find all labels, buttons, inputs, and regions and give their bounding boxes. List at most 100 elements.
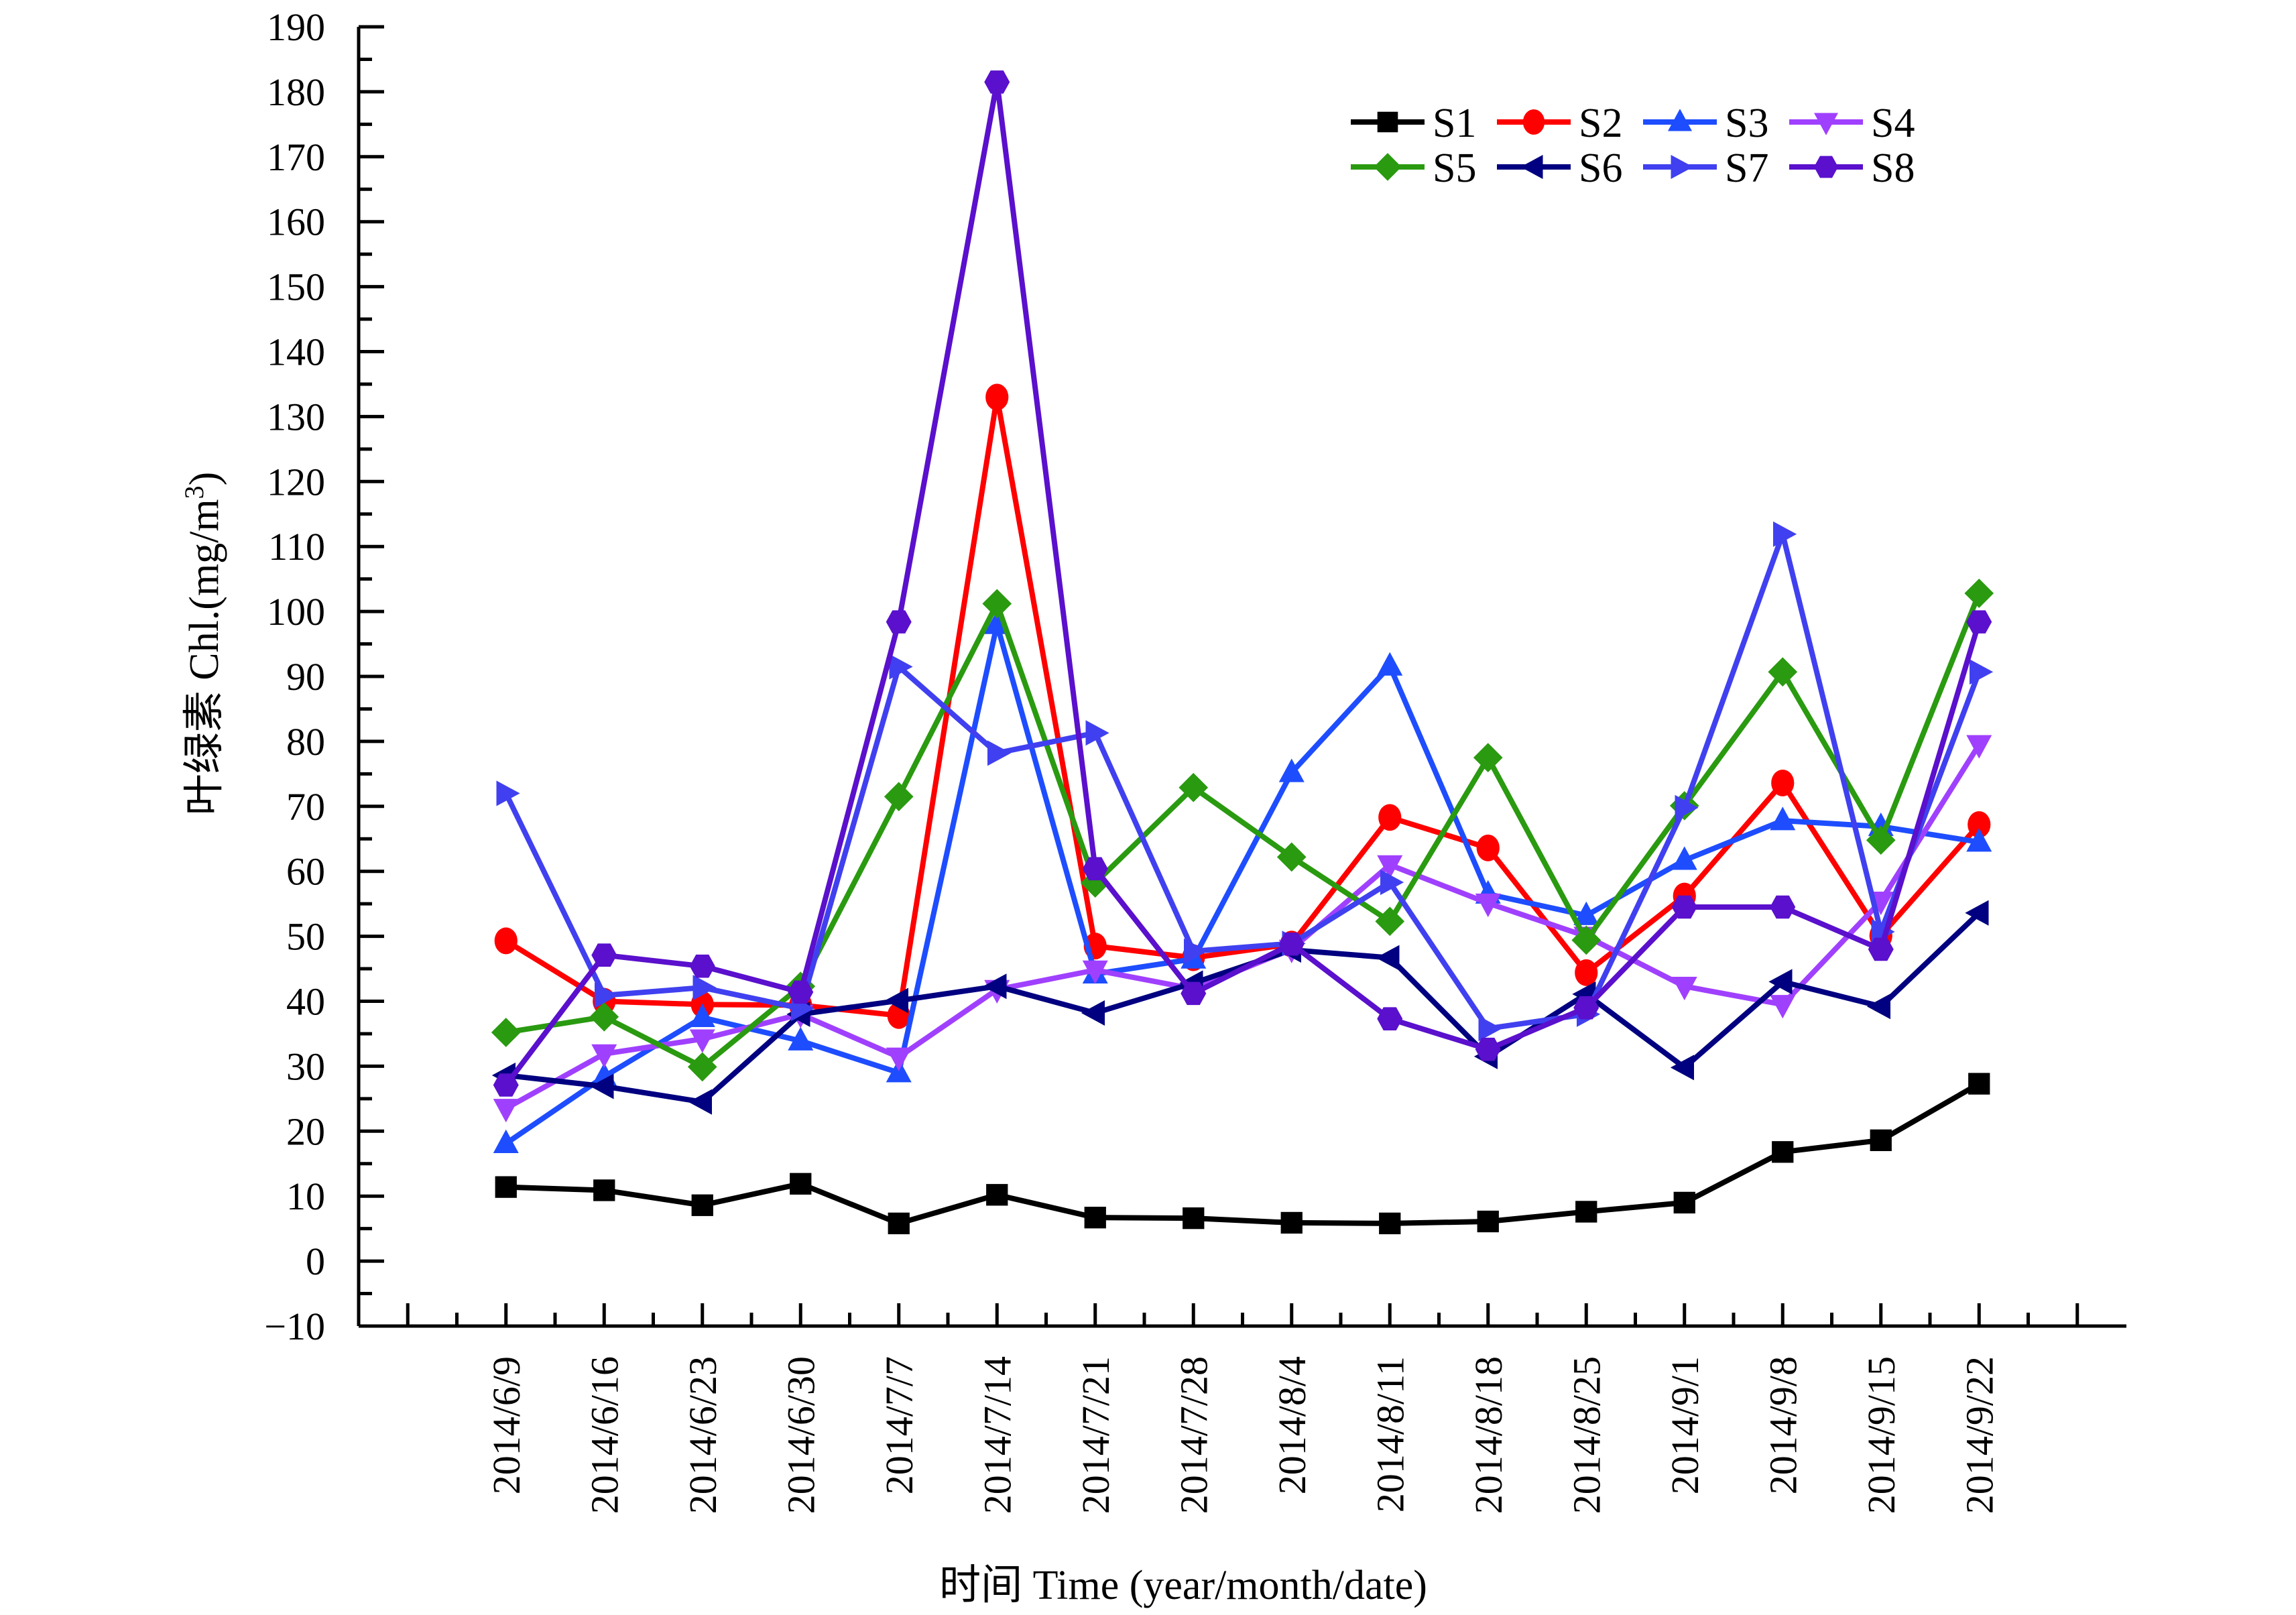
data-point-s5 [1964, 579, 1994, 608]
data-point-s3 [1966, 828, 1992, 852]
data-point-s1 [1673, 1191, 1695, 1214]
axes: −10 0 10 20 30 40 50 60 70 80 90 100 110 120 130 140 150… [264, 5, 2126, 1514]
data-point-s8 [493, 1073, 519, 1097]
data-point-s3 [1770, 806, 1796, 831]
data-point-s4 [493, 1099, 519, 1123]
legend-item-s8: S8 [1789, 145, 1915, 191]
data-point-s5 [1473, 743, 1503, 772]
data-point-s8 [1475, 1037, 1501, 1061]
data-point-s7 [595, 982, 619, 1008]
data-point-s6 [590, 1073, 614, 1099]
data-point-s5 [982, 589, 1012, 619]
legend-marker [1520, 155, 1543, 179]
x-axis-title: 时间 Time (year/month/date) [939, 1563, 1427, 1608]
legend-item-s7: S7 [1643, 145, 1768, 191]
data-point-s5 [1866, 825, 1896, 855]
y-tick-label: 0 [306, 1240, 325, 1283]
data-point-s8 [1671, 895, 1697, 919]
legend-label: S6 [1579, 145, 1622, 191]
series-s6 [491, 900, 1989, 1115]
x-tick-label: 2014/7/21 [1074, 1356, 1117, 1514]
x-tick-label: 2014/7/28 [1172, 1356, 1215, 1514]
series-layer [491, 70, 1994, 1235]
legend-label: S3 [1725, 101, 1768, 146]
data-point-s8 [1082, 857, 1108, 881]
data-point-s5 [589, 1002, 619, 1032]
legend-marker [1814, 156, 1838, 178]
legend-marker [1668, 109, 1692, 131]
series-line-s6 [505, 910, 1982, 1105]
data-point-s1 [888, 1212, 910, 1235]
data-point-s3 [1573, 901, 1599, 925]
y-tick-label: 160 [267, 200, 325, 244]
data-point-s6 [1965, 900, 1989, 926]
data-point-s4 [1671, 976, 1697, 1001]
data-point-s4 [591, 1044, 617, 1068]
data-point-s3 [1671, 846, 1697, 870]
x-tick-label: 2014/9/15 [1860, 1356, 1903, 1514]
series-s1 [495, 1073, 1990, 1235]
data-point-s8 [788, 980, 814, 1004]
data-point-s1 [495, 1176, 517, 1198]
x-tick-label: 2014/7/7 [878, 1356, 921, 1494]
data-point-s8 [1573, 996, 1599, 1020]
y-tick-label: 130 [267, 395, 325, 438]
y-axis-title-superscript: 3 [179, 485, 209, 499]
data-point-s2 [1968, 811, 1991, 838]
legend-item-s4: S4 [1789, 101, 1915, 146]
data-point-s6 [884, 988, 908, 1014]
y-tick-label: 100 [267, 590, 325, 634]
data-point-s7 [1085, 720, 1109, 746]
data-point-s2 [1771, 769, 1795, 796]
data-point-s6 [1376, 945, 1400, 971]
x-tick-label: 2014/8/4 [1270, 1356, 1314, 1494]
data-point-s2 [1575, 959, 1598, 986]
y-tick-label: 170 [267, 135, 325, 179]
y-tick-label: 150 [267, 265, 325, 309]
data-point-s1 [1477, 1210, 1499, 1233]
data-point-s1 [593, 1179, 615, 1201]
legend-item-s3: S3 [1643, 101, 1768, 146]
y-tick-label: 50 [286, 915, 325, 959]
y-tick-label: 110 [268, 525, 325, 569]
y-axis-title: 叶绿素 Chl.(mg/m3) [179, 472, 227, 816]
y-axis-title-close: ) [182, 472, 227, 486]
series-line-s5 [505, 592, 1982, 1070]
legend-label: S7 [1725, 145, 1768, 191]
series-line-s8 [503, 79, 1982, 1087]
x-tick-label: 2014/9/8 [1761, 1356, 1805, 1494]
legend-marker [1377, 111, 1398, 133]
legend: S1 S2 S3 S4 S5 S6 S7 S8 [1351, 101, 1915, 191]
data-point-s7 [1970, 659, 1994, 685]
y-tick-label: 40 [286, 980, 325, 1024]
y-tick-label: 80 [286, 720, 325, 764]
legend-item-s5: S5 [1351, 145, 1476, 191]
data-point-s4 [1475, 893, 1501, 918]
legend-label: S1 [1433, 101, 1476, 146]
data-point-s1 [1084, 1207, 1106, 1229]
data-point-s2 [985, 383, 1009, 411]
data-point-s1 [1183, 1207, 1205, 1230]
x-tick-label: 2014/6/9 [485, 1356, 528, 1494]
data-point-s1 [1870, 1129, 1892, 1152]
data-point-s1 [1280, 1211, 1303, 1234]
x-tick-label: 2014/9/1 [1663, 1356, 1707, 1494]
legend-label: S5 [1433, 145, 1476, 191]
series-s8 [493, 70, 1992, 1097]
data-point-s1 [1379, 1212, 1401, 1235]
y-tick-label: 60 [286, 850, 325, 894]
data-point-s8 [984, 70, 1010, 94]
legend-label: S4 [1871, 101, 1915, 146]
data-point-s7 [1380, 870, 1404, 896]
data-point-s4 [689, 1029, 715, 1053]
data-point-s5 [1571, 925, 1602, 955]
y-tick-label: 180 [267, 70, 325, 114]
data-point-s4 [1966, 735, 1992, 759]
y-tick-label: 190 [267, 5, 325, 49]
legend-marker [1522, 109, 1545, 135]
y-tick-label: 140 [267, 331, 325, 374]
data-point-s6 [1081, 1000, 1105, 1026]
x-tick-label: 2014/8/18 [1467, 1356, 1510, 1514]
x-tick-label: 2014/9/22 [1957, 1356, 2001, 1514]
data-point-s5 [1375, 906, 1405, 937]
